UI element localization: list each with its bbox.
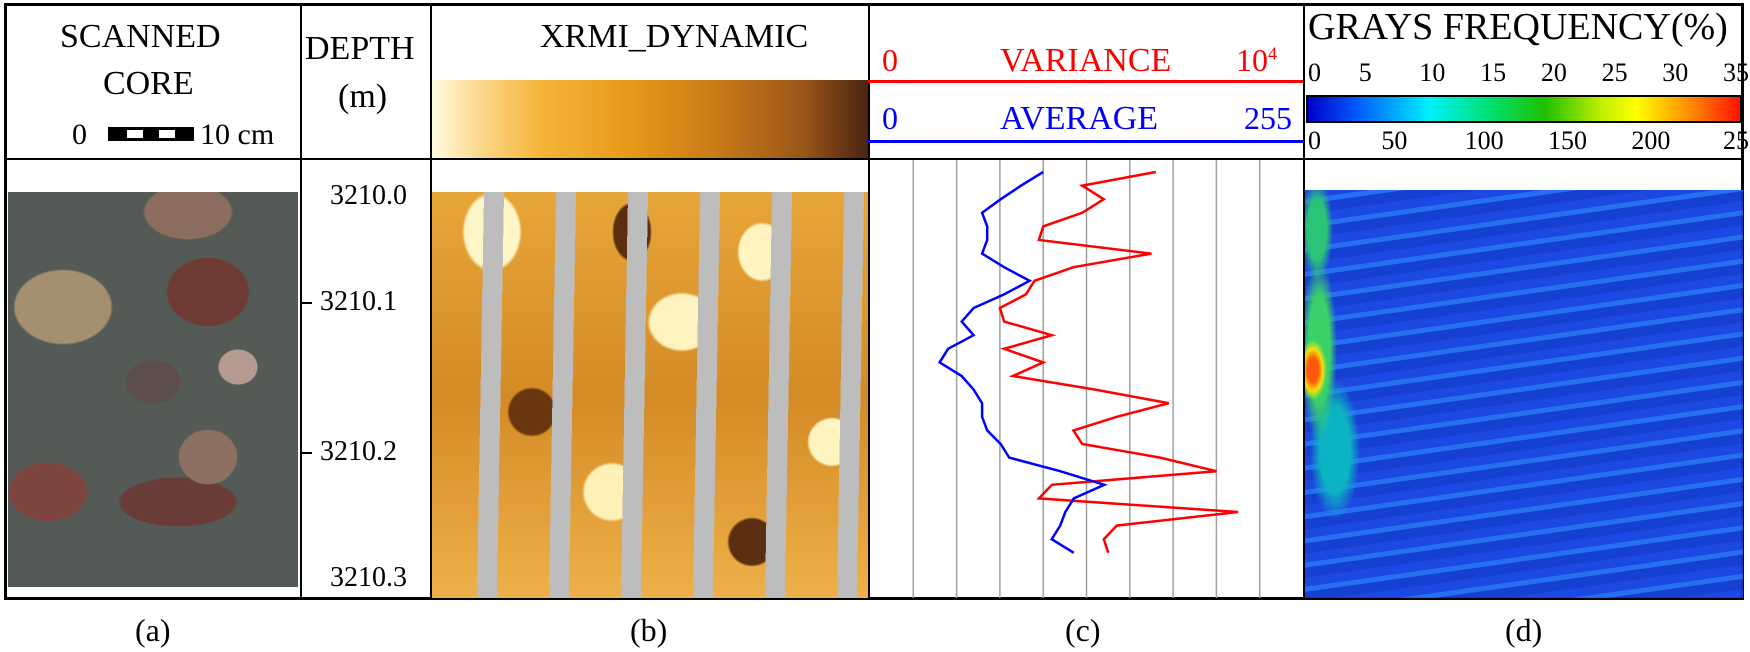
- caption-b: (b): [630, 612, 668, 648]
- caption-d: (d): [1505, 612, 1543, 648]
- xrmi-title: XRMI_DYNAMIC: [540, 18, 809, 55]
- scale-max: 10 cm: [200, 118, 275, 151]
- depth-title-2: (m): [338, 78, 388, 115]
- gray-tick-2: 100: [1464, 126, 1504, 155]
- caption-a: (a): [135, 612, 171, 648]
- scanned-core-image: [8, 192, 298, 587]
- frequency-tick-7: 35: [1723, 58, 1749, 87]
- frequency-tick-6: 30: [1662, 58, 1689, 87]
- variance-max-exponent: 4: [1268, 43, 1277, 64]
- gray-tick-0: 0: [1308, 126, 1321, 155]
- caption-c: (c): [1065, 612, 1101, 648]
- divider-a-depth: [300, 3, 302, 600]
- variance-axis-line: [868, 80, 1303, 83]
- depth-title-1: DEPTH: [305, 30, 415, 67]
- depth-tick-2: 3210.2: [320, 436, 397, 467]
- header-divider: [4, 158, 1744, 160]
- xrmi-colorbar: [432, 80, 868, 158]
- gray-tick-4: 200: [1631, 126, 1671, 155]
- frequency-tick-2: 10: [1419, 58, 1446, 87]
- scanned-title-1: SCANNED: [60, 18, 221, 55]
- gray-tick-3: 150: [1548, 126, 1587, 155]
- depth-tick-0: 3210.0: [330, 180, 407, 211]
- divider-b-c: [868, 3, 870, 600]
- frequency-colorbar: [1306, 95, 1742, 123]
- average-max: 255: [1244, 100, 1292, 136]
- variance-label: VARIANCE: [1000, 42, 1172, 79]
- grays-frequency-image: [1305, 190, 1743, 598]
- average-curve: [937, 170, 1108, 554]
- frequency-tick-3: 15: [1480, 58, 1507, 87]
- depth-tick-3: 3210.3: [330, 562, 407, 593]
- average-axis-line: [868, 140, 1303, 143]
- depth-tick-mark-1: [302, 302, 312, 304]
- frequency-tick-0: 0: [1308, 58, 1321, 87]
- variance-max: 104: [1236, 42, 1277, 79]
- average-min: 0: [882, 100, 898, 136]
- frequency-tick-1: 5: [1358, 58, 1372, 87]
- variance-min: 0: [882, 42, 898, 78]
- divider-depth-b: [430, 3, 432, 600]
- scanned-title-2: CORE: [103, 65, 194, 102]
- scale-bar: [108, 127, 194, 141]
- depth-tick-1: 3210.1: [320, 286, 397, 317]
- frequency-tick-5: 25: [1601, 58, 1628, 87]
- gray-tick-1: 50: [1381, 126, 1408, 155]
- divider-c-d: [1303, 3, 1305, 600]
- frequency-tick-4: 20: [1540, 58, 1567, 87]
- grays-frequency-title: GRAYS FREQUENCY(%): [1308, 6, 1728, 48]
- variance-curve: [998, 170, 1239, 554]
- average-label: AVERAGE: [1000, 100, 1159, 137]
- scale-min: 0: [72, 118, 87, 151]
- xrmi-image: [432, 192, 868, 598]
- depth-tick-mark-2: [302, 452, 312, 454]
- variance-max-base: 10: [1236, 42, 1268, 78]
- variance-average-plot: [912, 160, 1261, 598]
- gray-tick-5: 255: [1723, 126, 1750, 155]
